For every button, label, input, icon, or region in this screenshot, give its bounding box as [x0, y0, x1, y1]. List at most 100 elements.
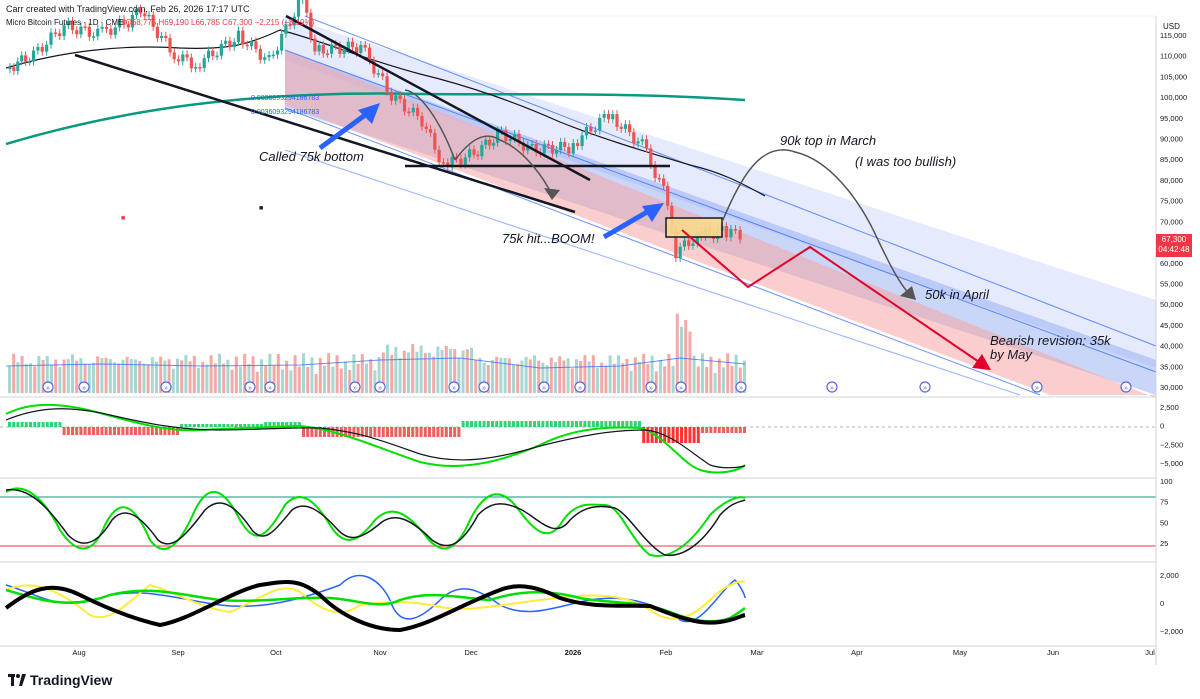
volume-bar [587, 361, 591, 393]
macd-bar [184, 424, 188, 427]
event-marker-icon[interactable] [574, 381, 586, 393]
event-marker-icon[interactable] [826, 381, 838, 393]
macd-bar [402, 427, 406, 437]
volume-bar [20, 355, 24, 393]
volume-bar [71, 354, 74, 393]
macd-bar [659, 427, 662, 443]
event-marker-glyph: » [268, 385, 272, 392]
price-tick: 80,000 [1160, 176, 1183, 185]
candle-body [593, 130, 597, 132]
fib-label-2: 0.9036093294186783 [251, 109, 320, 116]
macd-bar [218, 424, 221, 427]
event-marker-icon[interactable] [675, 381, 687, 393]
candle-body [657, 177, 661, 180]
volume-bar [684, 319, 688, 393]
candle-body [91, 36, 96, 38]
event-marker-glyph: » [1035, 385, 1039, 392]
macd-tick-labels: 2,500 0 −2,500 −5,000 [1160, 403, 1183, 468]
volume-bar [239, 366, 242, 393]
macd-bar [302, 427, 305, 437]
event-marker-icon[interactable] [160, 381, 172, 393]
chart-credit: Carr created with TradingView.com, Feb 2… [6, 4, 250, 14]
bar-countdown: 04:42:48 [1158, 245, 1190, 254]
annotation-too-bullish: (I was too bullish) [855, 154, 957, 169]
price-tick: 50,000 [1160, 300, 1183, 309]
event-marker-icon[interactable] [374, 381, 386, 393]
event-marker-icon[interactable] [78, 381, 90, 393]
candle-body [267, 54, 271, 58]
candle-body [288, 24, 292, 26]
event-marker-icon[interactable] [244, 381, 256, 393]
volume-bar [8, 366, 11, 393]
event-marker-icon[interactable] [538, 381, 550, 393]
event-marker-icon[interactable] [919, 381, 931, 393]
macd-bar [352, 427, 356, 437]
macd-bar [373, 427, 377, 437]
event-marker-icon[interactable] [478, 381, 490, 393]
volume-bar [709, 356, 713, 393]
candle-body [724, 226, 728, 238]
volume-bar [218, 353, 221, 393]
event-markers: » » » » » » » » » » » » » » » » » » [42, 381, 1132, 393]
macd-bar [192, 424, 196, 427]
event-marker-icon[interactable] [264, 381, 276, 393]
event-marker-icon[interactable] [735, 381, 747, 393]
candle-body [40, 46, 44, 52]
macd-bar [62, 427, 66, 435]
candle-body [62, 25, 66, 37]
symbol-name[interactable]: Micro Bitcoin Futures · 1D · CME [6, 18, 124, 27]
volume-bar [318, 357, 322, 393]
macd-bar [486, 421, 490, 427]
event-marker-icon[interactable] [349, 381, 361, 393]
volume-bar [671, 365, 675, 393]
volume-ma [5, 357, 746, 369]
macd-bar [96, 427, 100, 435]
gray-projection [721, 149, 913, 298]
macd-bar [474, 421, 478, 427]
candle-body [359, 45, 363, 53]
annotation-called-bottom: Called 75k bottom [259, 149, 364, 164]
volume-bar [24, 363, 28, 393]
macd-bar [411, 427, 415, 437]
candle-body [488, 139, 492, 146]
volume-bar [541, 362, 545, 393]
candle-body [517, 133, 521, 143]
candle-body [563, 141, 567, 147]
macd-bar [92, 427, 95, 435]
event-marker-glyph: » [482, 385, 486, 392]
tradingview-brand[interactable]: TradingView [8, 672, 112, 688]
event-marker-icon[interactable] [1031, 381, 1043, 393]
event-marker-icon[interactable] [1120, 381, 1132, 393]
price-tick: 85,000 [1160, 155, 1183, 164]
channel-line-1 [304, 15, 1157, 347]
macd-bar [360, 427, 364, 437]
candle-body [249, 41, 254, 47]
macd-bar [234, 424, 238, 427]
macd-bar [734, 427, 738, 433]
event-marker-icon[interactable] [448, 381, 460, 393]
volume-bar [491, 360, 494, 393]
event-marker-icon[interactable] [645, 381, 657, 393]
macd-bar [323, 427, 326, 437]
annotation-april: 50k in April [925, 287, 989, 302]
macd-bar [583, 421, 587, 427]
volume-bar [549, 357, 553, 393]
event-marker-icon[interactable] [42, 381, 54, 393]
candle-body [411, 107, 415, 113]
macd-bar [247, 424, 251, 427]
consolidation-box [665, 217, 723, 238]
volume-bar [285, 360, 289, 393]
macd-bar [621, 421, 625, 427]
macd-bar [24, 422, 28, 427]
macd-bar [738, 427, 742, 433]
macd-bar [646, 427, 650, 443]
candle-body [232, 41, 236, 47]
time-tick: Oct [270, 648, 283, 657]
macd-bar [276, 422, 280, 427]
candle-body [258, 48, 262, 60]
macd-bar [33, 422, 37, 427]
candle-body [653, 164, 657, 178]
volume-bar [638, 362, 641, 393]
volume-bar [654, 371, 658, 393]
macd-bar [159, 427, 163, 435]
